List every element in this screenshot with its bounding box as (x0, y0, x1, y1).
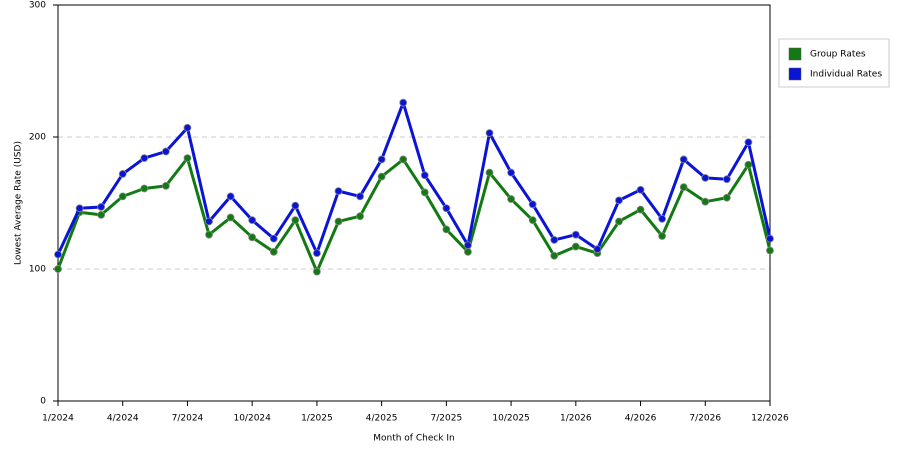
data-point (205, 230, 213, 239)
data-point (140, 154, 149, 163)
data-point (291, 216, 300, 225)
data-point (334, 187, 343, 196)
data-point (722, 193, 731, 202)
x-axis-label: Month of Check In (373, 434, 455, 444)
data-point (97, 210, 106, 219)
data-point (701, 197, 710, 206)
y-tick-label: 300 (29, 1, 46, 11)
data-point (722, 175, 731, 184)
legend-label: Group Rates (810, 50, 866, 60)
data-point (636, 185, 645, 194)
data-point (399, 98, 408, 107)
data-point (550, 251, 559, 260)
data-point (377, 155, 386, 164)
data-point (54, 250, 62, 259)
data-point (399, 155, 408, 164)
x-tick-label: 1/2024 (42, 414, 74, 424)
data-point (54, 265, 62, 273)
x-tick-label: 4/2026 (625, 414, 657, 424)
legend-label: Individual Rates (810, 70, 882, 80)
x-tick-label: 4/2025 (366, 414, 398, 424)
y-tick-label: 200 (29, 133, 46, 143)
data-point (356, 192, 364, 201)
x-tick-label: 7/2026 (689, 414, 721, 424)
data-point (636, 205, 645, 214)
data-point (507, 168, 515, 177)
legend-swatch (788, 47, 802, 61)
data-point (183, 154, 192, 163)
data-point (766, 234, 774, 243)
data-point (97, 203, 106, 211)
y-tick-label: 100 (29, 265, 46, 275)
data-point (226, 192, 235, 201)
data-point (140, 184, 149, 193)
data-point (658, 214, 667, 223)
data-point (550, 236, 559, 244)
x-tick-label: 12/2026 (751, 414, 789, 424)
series-line (56, 101, 772, 256)
data-point (313, 267, 321, 276)
y-axis-label: Lowest Average Rate (USD) (14, 141, 24, 265)
data-point (420, 171, 429, 180)
data-point (615, 217, 623, 226)
data-point (528, 200, 537, 209)
data-point (744, 160, 753, 169)
x-tick-label: 10/2025 (492, 414, 529, 424)
data-point (442, 225, 451, 234)
data-point (615, 196, 623, 205)
x-tick-label: 4/2024 (107, 414, 139, 424)
data-point (269, 234, 278, 243)
data-point (571, 230, 580, 239)
data-point (161, 147, 170, 156)
data-point (485, 168, 494, 177)
data-point (464, 247, 472, 256)
data-point (593, 245, 602, 254)
data-point (679, 155, 688, 164)
data-point (485, 129, 494, 137)
data-point (464, 241, 472, 250)
y-tick-label: 0 (40, 397, 46, 407)
data-point (205, 217, 213, 226)
data-point (701, 174, 710, 182)
data-point (75, 204, 84, 213)
data-point (118, 170, 127, 178)
data-point (766, 246, 774, 255)
data-point (313, 249, 321, 258)
data-point (226, 213, 235, 222)
x-tick-label: 1/2026 (560, 414, 592, 424)
data-point (658, 232, 667, 240)
data-point (420, 188, 429, 197)
data-point (356, 212, 364, 221)
data-point (248, 233, 257, 242)
plot-frame (57, 4, 771, 402)
data-point (744, 138, 753, 147)
legend-swatch (788, 67, 802, 81)
data-point (269, 247, 278, 256)
series-line (56, 156, 772, 274)
data-point (248, 216, 257, 225)
x-tick-label: 7/2025 (431, 414, 463, 424)
data-point (291, 201, 300, 210)
data-point (183, 123, 192, 132)
x-tick-label: 10/2024 (233, 414, 271, 424)
data-point (377, 172, 386, 181)
x-tick-label: 1/2025 (301, 414, 333, 424)
data-point (571, 242, 580, 251)
data-point (442, 204, 451, 213)
data-point (679, 183, 688, 192)
data-point (507, 195, 515, 203)
data-point (334, 217, 343, 226)
data-point (118, 192, 127, 201)
data-point (528, 216, 537, 225)
x-tick-label: 7/2024 (172, 414, 204, 424)
data-point (161, 181, 170, 190)
